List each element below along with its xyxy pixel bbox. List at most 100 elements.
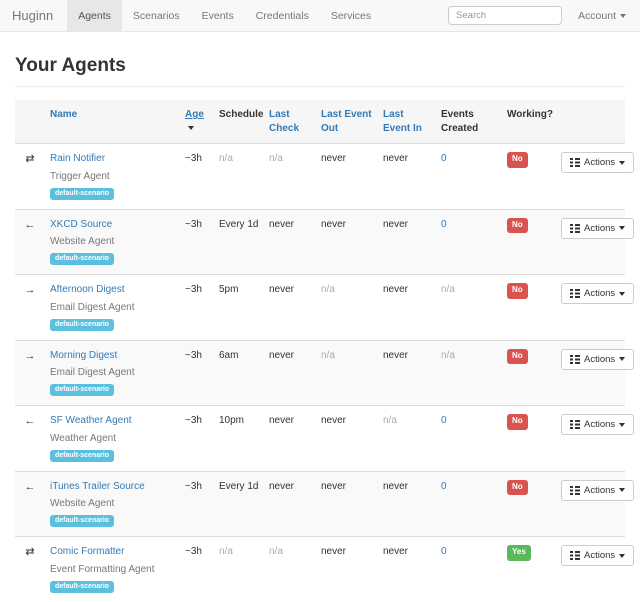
scenario-badge[interactable]: default-scenario	[50, 515, 114, 527]
header-schedule: Schedule	[214, 100, 264, 144]
agent-subline: Weather Agent default-scenario	[50, 431, 175, 463]
header-name: Name	[45, 100, 180, 144]
scenario-badge[interactable]: default-scenario	[50, 384, 114, 396]
actions-button[interactable]: Actions	[561, 414, 634, 435]
actions-button-label: Actions	[584, 223, 615, 234]
chevron-down-icon	[619, 554, 625, 558]
arrow-left-icon: ←	[25, 219, 36, 231]
events-count-link[interactable]: 0	[441, 546, 447, 557]
working-cell: No	[502, 406, 556, 472]
last-event-in-cell: n/a	[378, 406, 436, 472]
scenario-badge[interactable]: default-scenario	[50, 253, 114, 265]
actions-button[interactable]: Actions	[561, 349, 634, 370]
header-icon-col	[15, 100, 45, 144]
last-check-cell: n/a	[264, 537, 316, 602]
cell-value: never	[269, 481, 294, 492]
list-icon	[570, 289, 580, 298]
nav-item-credentials[interactable]: Credentials	[245, 0, 320, 31]
agent-subline: Website Agent default-scenario	[50, 496, 175, 528]
agent-type-label: Trigger Agent	[50, 171, 110, 182]
sort-last-event-in-link[interactable]: Last Event In	[383, 109, 422, 134]
agent-name-link[interactable]: SF Weather Agent	[50, 414, 132, 428]
account-menu[interactable]: Account	[578, 10, 626, 22]
cell-value: n/a	[441, 284, 455, 295]
schedule-cell: 5pm	[214, 275, 264, 341]
working-cell: No	[502, 471, 556, 537]
sort-name-link[interactable]: Name	[50, 109, 77, 120]
cell-value: never	[269, 415, 294, 426]
last-event-out-cell: never	[316, 537, 378, 602]
working-cell: Yes	[502, 537, 556, 602]
events-count-link[interactable]: 0	[441, 153, 447, 164]
last-event-out-cell: never	[316, 406, 378, 472]
nav-item-services[interactable]: Services	[320, 0, 382, 31]
agent-name-link[interactable]: Rain Notifier	[50, 152, 105, 166]
header-events-created: Events Created	[436, 100, 502, 144]
search-input[interactable]	[448, 6, 562, 25]
cell-value: never	[321, 219, 346, 230]
scenario-badge[interactable]: default-scenario	[50, 581, 114, 593]
agent-name-link[interactable]: Afternoon Digest	[50, 283, 125, 297]
actions-button[interactable]: Actions	[561, 283, 634, 304]
working-cell: No	[502, 209, 556, 275]
cell-value: ~3h	[185, 546, 202, 557]
scenario-badge[interactable]: default-scenario	[50, 319, 114, 331]
agent-name-link[interactable]: XKCD Source	[50, 218, 112, 232]
actions-button-label: Actions	[584, 157, 615, 168]
arrow-left-icon: ←	[25, 481, 36, 493]
actions-cell: Actions	[556, 406, 625, 472]
agent-name-link[interactable]: Morning Digest	[50, 349, 117, 363]
schedule-cell: 10pm	[214, 406, 264, 472]
agent-subline: Email Digest Agent default-scenario	[50, 365, 175, 397]
actions-cell: Actions	[556, 537, 625, 602]
events-created-cell: 0	[436, 471, 502, 537]
actions-button[interactable]: Actions	[561, 480, 634, 501]
actions-button[interactable]: Actions	[561, 152, 634, 173]
last-event-in-cell: never	[378, 209, 436, 275]
cell-value: never	[321, 153, 346, 164]
nav-item-events[interactable]: Events	[191, 0, 245, 31]
header-last-event-out: Last Event Out	[316, 100, 378, 144]
actions-button[interactable]: Actions	[561, 218, 634, 239]
nav-item-scenarios[interactable]: Scenarios	[122, 0, 191, 31]
main-nav: Agents Scenarios Events Credentials Serv…	[67, 0, 382, 31]
cell-value: never	[321, 546, 346, 557]
list-icon	[570, 158, 580, 167]
sort-age-link[interactable]: Age	[185, 109, 204, 120]
events-count-link[interactable]: 0	[441, 219, 447, 230]
brand-logo[interactable]: Huginn	[0, 0, 67, 31]
chevron-down-icon	[619, 357, 625, 361]
header-actions-col	[556, 100, 625, 144]
nav-item-agents[interactable]: Agents	[67, 0, 122, 31]
last-event-in-cell: never	[378, 471, 436, 537]
last-check-cell: never	[264, 340, 316, 406]
arrow-right-icon: →	[25, 350, 36, 362]
sort-desc-icon	[188, 126, 194, 130]
working-badge: No	[507, 283, 528, 299]
age-cell: ~3h	[180, 209, 214, 275]
schedule-cell: 6am	[214, 340, 264, 406]
events-count-link[interactable]: 0	[441, 415, 447, 426]
agent-subline: Event Formatting Agent default-scenario	[50, 562, 175, 594]
age-cell: ~3h	[180, 144, 214, 210]
working-badge: No	[507, 414, 528, 430]
cell-value: never	[269, 350, 294, 361]
list-icon	[570, 420, 580, 429]
scenario-badge[interactable]: default-scenario	[50, 188, 114, 200]
sort-last-check-link[interactable]: Last Check	[269, 109, 299, 134]
events-created-cell: 0	[436, 406, 502, 472]
last-event-in-cell: never	[378, 537, 436, 602]
events-count-link[interactable]: 0	[441, 481, 447, 492]
arrow-right-icon: →	[25, 284, 36, 296]
arrow-left-icon: ←	[25, 415, 36, 427]
actions-button[interactable]: Actions	[561, 545, 634, 566]
actions-button-label: Actions	[584, 354, 615, 365]
agent-name-link[interactable]: iTunes Trailer Source	[50, 480, 145, 494]
agent-name-link[interactable]: Comic Formatter	[50, 545, 124, 559]
cell-value: n/a	[219, 153, 233, 164]
scenario-badge[interactable]: default-scenario	[50, 450, 114, 462]
transfer-icon: ⇄	[25, 546, 34, 558]
last-check-cell: never	[264, 406, 316, 472]
sort-last-event-out-link[interactable]: Last Event Out	[321, 109, 372, 134]
agent-type-label: Weather Agent	[50, 433, 116, 444]
